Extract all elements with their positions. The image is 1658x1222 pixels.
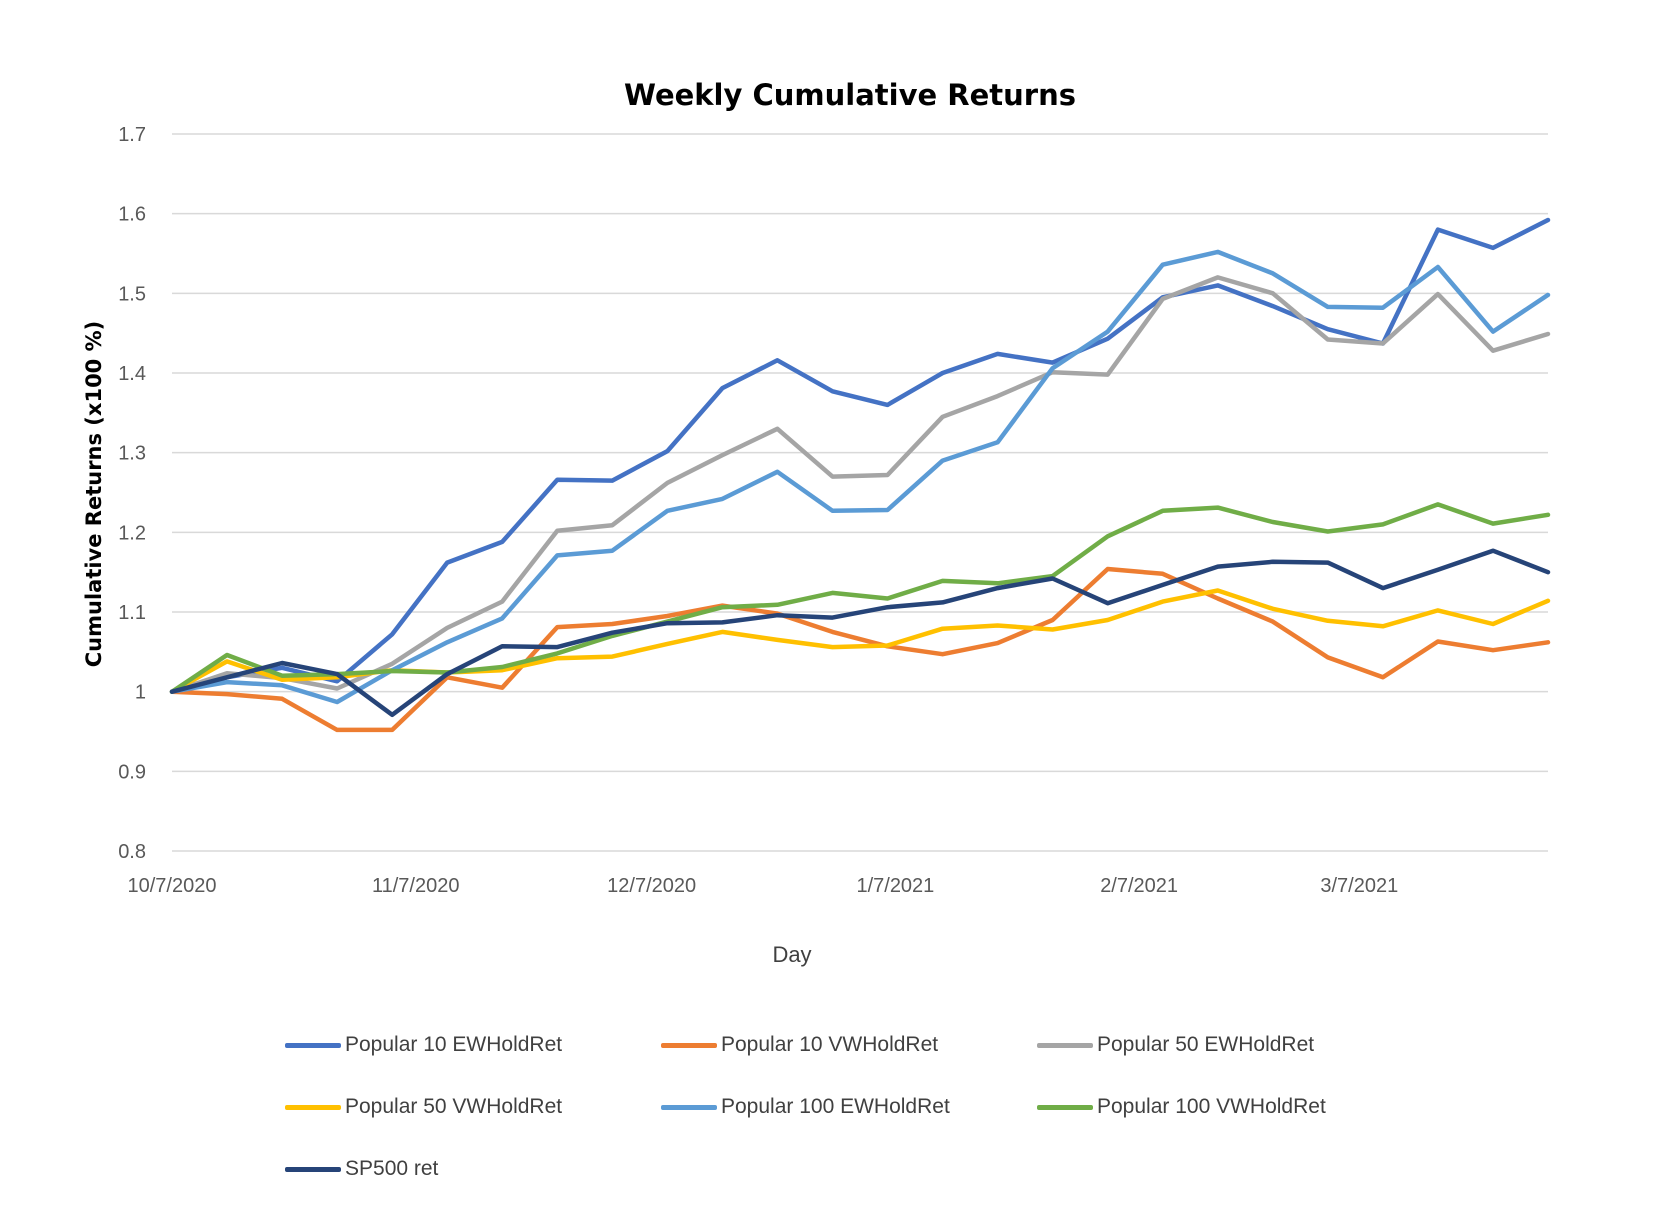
series-line-6 (169, 502, 1551, 694)
legend: Popular 10 EWHoldRet Popular 10 VWHoldRet… (285, 1032, 1405, 1182)
chart-title: Weekly Cumulative Returns (624, 78, 1076, 112)
legend-label: Popular 10 EWHoldRet (345, 1033, 563, 1056)
y-tick-label: 1.3 (118, 443, 146, 465)
legend-label: Popular 10 VWHoldRet (721, 1033, 939, 1056)
series-line-2 (169, 566, 1551, 733)
legend-item: SP500 ret (285, 1156, 661, 1182)
legend-item: Popular 50 EWHoldRet (1037, 1032, 1413, 1058)
x-tick-label: 3/7/2021 (1320, 875, 1398, 897)
x-tick-label: 10/7/2020 (128, 875, 217, 897)
legend-label: Popular 50 EWHoldRet (1097, 1033, 1315, 1056)
legend-swatch (661, 1042, 717, 1048)
y-tick-label: 1.6 (118, 204, 146, 226)
legend-label: SP500 ret (345, 1157, 439, 1180)
legend-swatch (1037, 1104, 1093, 1110)
x-tick-label: 11/7/2020 (372, 875, 460, 897)
x-tick-label: 12/7/2020 (607, 875, 696, 897)
series-line-5 (169, 249, 1551, 705)
y-tick-label: 1 (135, 682, 146, 704)
x-axis-ticks: 10/7/2020 11/7/2020 12/7/2020 1/7/2021 2/7/2… (128, 875, 1399, 897)
y-tick-label: 1.5 (118, 283, 146, 305)
y-tick-label: 1.2 (118, 522, 146, 544)
y-tick-label: 1.1 (118, 602, 146, 624)
legend-item: Popular 100 VWHoldRet (1037, 1094, 1413, 1120)
x-axis-label: Day (772, 942, 811, 967)
legend-label: Popular 100 EWHoldRet (721, 1095, 950, 1118)
series-line-1 (169, 217, 1551, 694)
y-tick-label: 0.9 (118, 761, 146, 783)
legend-label: Popular 50 VWHoldRet (345, 1095, 563, 1118)
legend-item: Popular 50 VWHoldRet (285, 1094, 661, 1120)
y-tick-label: 1.4 (118, 363, 146, 385)
legend-item: Popular 10 VWHoldRet (661, 1032, 1037, 1058)
series-lines (169, 217, 1551, 733)
y-tick-label: 1.7 (118, 124, 146, 146)
legend-swatch (285, 1166, 341, 1172)
legend-label: Popular 100 VWHoldRet (1097, 1095, 1326, 1118)
legend-item: Popular 10 EWHoldRet (285, 1032, 661, 1058)
x-tick-label: 2/7/2021 (1100, 875, 1178, 897)
legend-item: Popular 100 EWHoldRet (661, 1094, 1037, 1120)
series-line-7 (169, 548, 1551, 718)
gridlines (172, 133, 1548, 852)
y-tick-label: 0.8 (118, 841, 146, 863)
y-axis-ticks: 0.8 0.9 1 1.1 1.2 1.3 1.4 1.5 1.6 1.7 (118, 124, 146, 863)
series-line-3 (169, 275, 1551, 694)
x-tick-label: 1/7/2021 (856, 875, 934, 897)
legend-swatch (285, 1104, 341, 1110)
y-axis-label: Cumulative Returns (x100 %) (82, 321, 106, 668)
legend-swatch (1037, 1042, 1093, 1048)
legend-swatch (285, 1042, 341, 1048)
legend-swatch (661, 1104, 717, 1110)
